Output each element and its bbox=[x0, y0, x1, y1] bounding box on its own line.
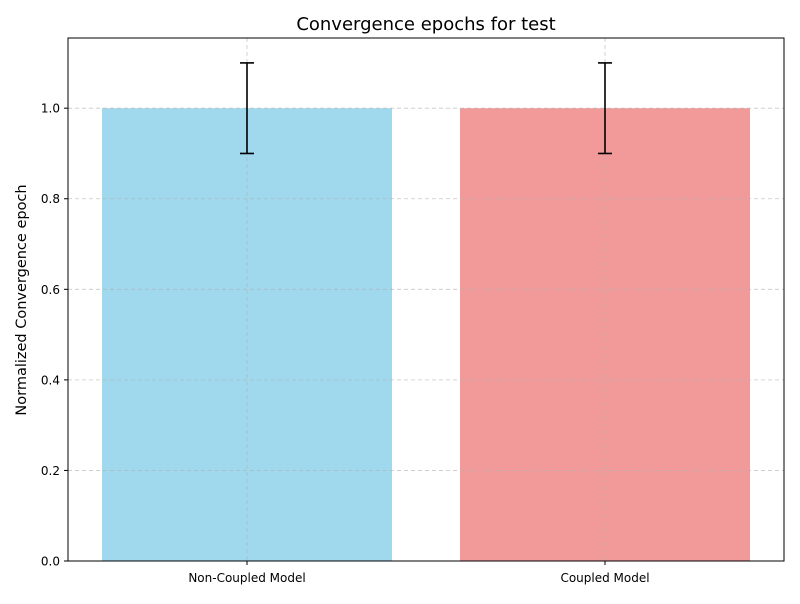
plot-frame bbox=[67, 37, 785, 562]
x-tick-label: Coupled Model bbox=[560, 571, 649, 585]
y-tick-label: 0.4 bbox=[41, 373, 60, 387]
plot-area: 0.0 0.2 0.4 0.6 0.8 1.0 Non-Coupled Model Coupl… bbox=[41, 37, 785, 585]
y-tick-label: 0.0 bbox=[41, 555, 60, 569]
y-tick-label: 0.2 bbox=[41, 464, 60, 478]
y-axis-label: Normalized Convergence epoch bbox=[14, 184, 30, 415]
chart-title: Convergence epochs for test bbox=[296, 14, 555, 35]
y-tick-label: 0.8 bbox=[41, 192, 60, 206]
y-tick-label: 1.0 bbox=[41, 102, 60, 116]
x-tick-label: Non-Coupled Model bbox=[188, 571, 305, 585]
y-tick-label: 0.6 bbox=[41, 283, 60, 297]
